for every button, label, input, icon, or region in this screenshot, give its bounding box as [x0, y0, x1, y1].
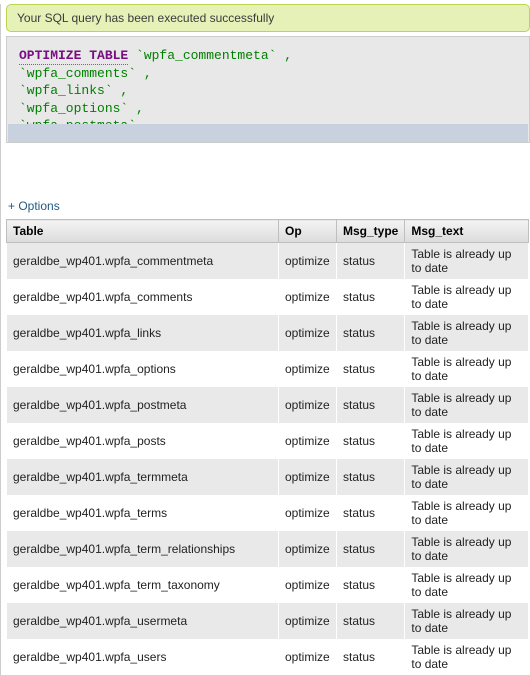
cell-op: optimize [279, 603, 337, 639]
cell-msg-type: status [337, 603, 405, 639]
cell-op: optimize [279, 531, 337, 567]
cell-msg-text: Table is already up to date [405, 315, 529, 351]
cell-table: geraldbe_wp401.wpfa_commentmeta [7, 243, 279, 280]
sql-keyword: OPTIMIZE TABLE [19, 48, 128, 65]
success-banner-text: Your SQL query has been executed success… [17, 11, 274, 25]
cell-msg-text: Table is already up to date [405, 567, 529, 603]
sql-line-3: `wpfa_options` , [19, 101, 144, 116]
cell-msg-text: Table is already up to date [405, 351, 529, 387]
table-row[interactable]: geraldbe_wp401.wpfa_postsoptimizestatusT… [7, 423, 529, 459]
cell-msg-type: status [337, 567, 405, 603]
table-row[interactable]: geraldbe_wp401.wpfa_term_taxonomyoptimiz… [7, 567, 529, 603]
cell-table: geraldbe_wp401.wpfa_term_relationships [7, 531, 279, 567]
cell-msg-type: status [337, 423, 405, 459]
success-banner: Your SQL query has been executed success… [6, 4, 530, 32]
cell-msg-text: Table is already up to date [405, 639, 529, 675]
table-row[interactable]: geraldbe_wp401.wpfa_commentmetaoptimizes… [7, 243, 529, 280]
cell-op: optimize [279, 567, 337, 603]
cell-op: optimize [279, 387, 337, 423]
spacer [2, 143, 530, 199]
sql-line-1: `wpfa_comments` , [19, 66, 152, 81]
sql-line-2: `wpfa_links` , [19, 83, 128, 98]
cell-msg-type: status [337, 351, 405, 387]
cell-msg-type: status [337, 459, 405, 495]
cell-op: optimize [279, 351, 337, 387]
table-row[interactable]: geraldbe_wp401.wpfa_term_relationshipsop… [7, 531, 529, 567]
table-row[interactable]: geraldbe_wp401.wpfa_usermetaoptimizestat… [7, 603, 529, 639]
cell-op: optimize [279, 495, 337, 531]
cell-table: geraldbe_wp401.wpfa_comments [7, 279, 279, 315]
cell-table: geraldbe_wp401.wpfa_users [7, 639, 279, 675]
table-row[interactable]: geraldbe_wp401.wpfa_postmetaoptimizestat… [7, 387, 529, 423]
col-header-msg-text[interactable]: Msg_text [405, 220, 529, 243]
cell-msg-type: status [337, 639, 405, 675]
cell-msg-text: Table is already up to date [405, 423, 529, 459]
sql-scroll-shade [8, 124, 528, 142]
cell-msg-type: status [337, 279, 405, 315]
cell-op: optimize [279, 459, 337, 495]
col-header-table[interactable]: Table [7, 220, 279, 243]
cell-msg-type: status [337, 531, 405, 567]
cell-op: optimize [279, 423, 337, 459]
table-row[interactable]: geraldbe_wp401.wpfa_linksoptimizestatusT… [7, 315, 529, 351]
cell-msg-type: status [337, 495, 405, 531]
table-header-row: Table Op Msg_type Msg_text [7, 220, 529, 243]
cell-table: geraldbe_wp401.wpfa_termmeta [7, 459, 279, 495]
cell-msg-text: Table is already up to date [405, 279, 529, 315]
cell-table: geraldbe_wp401.wpfa_usermeta [7, 603, 279, 639]
cell-msg-type: status [337, 243, 405, 280]
table-row[interactable]: geraldbe_wp401.wpfa_usersoptimizestatusT… [7, 639, 529, 675]
table-row[interactable]: geraldbe_wp401.wpfa_termsoptimizestatusT… [7, 495, 529, 531]
cell-op: optimize [279, 639, 337, 675]
col-header-msg-type[interactable]: Msg_type [337, 220, 405, 243]
cell-op: optimize [279, 279, 337, 315]
cell-table: geraldbe_wp401.wpfa_terms [7, 495, 279, 531]
table-row[interactable]: geraldbe_wp401.wpfa_termmetaoptimizestat… [7, 459, 529, 495]
options-toggle[interactable]: + Options [2, 199, 530, 219]
col-header-op[interactable]: Op [279, 220, 337, 243]
table-row[interactable]: geraldbe_wp401.wpfa_optionsoptimizestatu… [7, 351, 529, 387]
sql-line-0: `wpfa_commentmeta` , [128, 48, 292, 63]
cell-msg-text: Table is already up to date [405, 243, 529, 280]
cell-msg-type: status [337, 315, 405, 351]
sql-preview: OPTIMIZE TABLE `wpfa_commentmeta` , `wpf… [6, 36, 530, 143]
cell-msg-text: Table is already up to date [405, 603, 529, 639]
cell-table: geraldbe_wp401.wpfa_term_taxonomy [7, 567, 279, 603]
cell-table: geraldbe_wp401.wpfa_links [7, 315, 279, 351]
options-toggle-label: + Options [8, 199, 60, 213]
results-table: Table Op Msg_type Msg_text geraldbe_wp40… [6, 219, 529, 675]
cell-msg-text: Table is already up to date [405, 459, 529, 495]
cell-op: optimize [279, 243, 337, 280]
cell-msg-type: status [337, 387, 405, 423]
cell-msg-text: Table is already up to date [405, 387, 529, 423]
cell-msg-text: Table is already up to date [405, 531, 529, 567]
cell-op: optimize [279, 315, 337, 351]
cell-table: geraldbe_wp401.wpfa_options [7, 351, 279, 387]
cell-msg-text: Table is already up to date [405, 495, 529, 531]
table-row[interactable]: geraldbe_wp401.wpfa_commentsoptimizestat… [7, 279, 529, 315]
cell-table: geraldbe_wp401.wpfa_posts [7, 423, 279, 459]
cell-table: geraldbe_wp401.wpfa_postmeta [7, 387, 279, 423]
